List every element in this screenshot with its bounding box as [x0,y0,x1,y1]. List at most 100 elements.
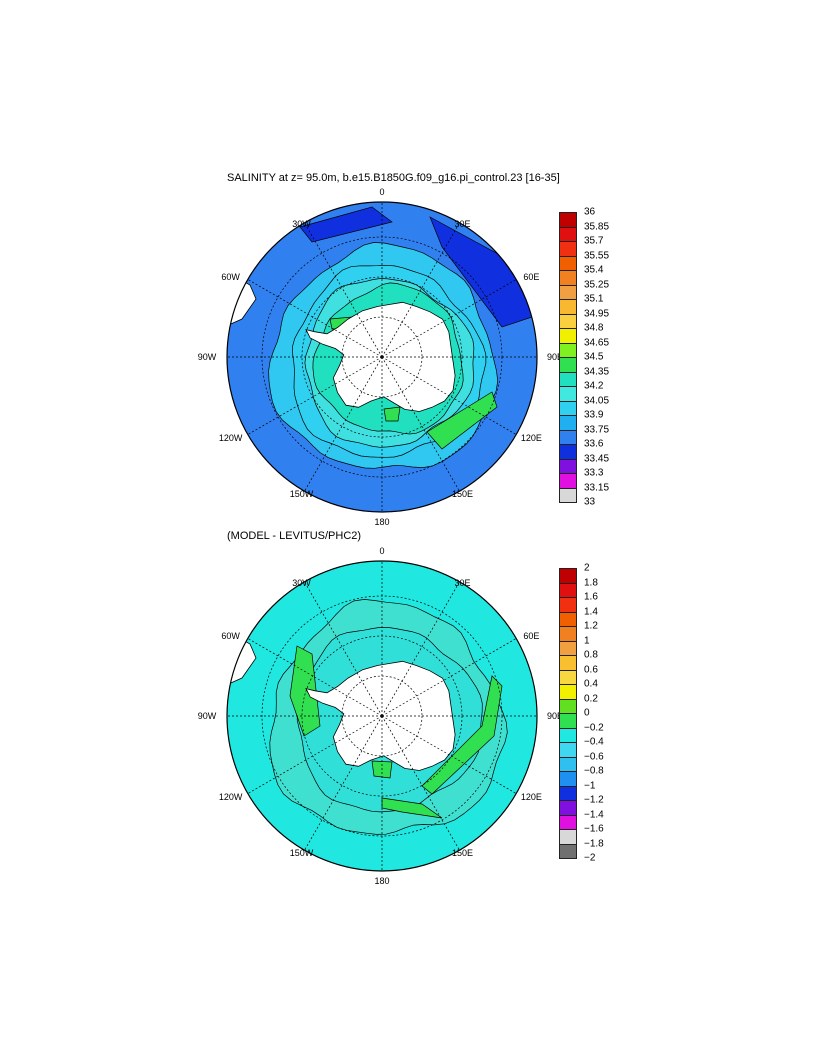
contour-patch [421,675,503,795]
colorbar-swatch [559,742,577,758]
meridian-line [247,715,383,794]
colorbar-swatch [559,684,577,700]
colorbar-label: 35.4 [584,264,604,276]
colorbar-label: 33.9 [584,409,604,421]
longitude-label: 90E [546,711,564,721]
meridian-line [304,222,383,358]
meridian-line [247,638,383,717]
colorbar-swatch [559,626,577,642]
longitude-label: 60W [221,271,240,282]
longitude-label: 90W [197,711,217,721]
colorbar-swatch [559,640,577,656]
meridian-line [381,222,460,358]
colorbar-swatch [559,727,577,743]
colorbar-swatch [559,568,577,584]
colorbar-label: 1.2 [584,620,598,632]
colorbar-label: 1 [584,635,590,646]
meridian-line [381,356,460,492]
longitude-label: 90E [546,352,564,362]
longitude-label: 60W [221,630,240,641]
longitude-label: 120E [520,791,542,802]
meridian-line [304,581,383,717]
meridian-line [304,356,383,492]
colorbar-label: −0.8 [584,765,604,777]
colorbar-label: 34.5 [584,351,604,363]
colorbar-label: −0.4 [584,736,604,748]
longitude-label: 180 [374,517,390,527]
colorbar-label: 33.3 [584,467,604,479]
longitude-label: 0 [379,187,385,197]
meridian-line [247,279,383,358]
longitude-label: 180 [374,876,390,886]
colorbar-label: −0.2 [584,722,604,733]
colorbar-swatch [559,698,577,714]
colorbar-swatch [559,713,577,729]
longitude-label: 90W [197,352,217,362]
colorbar-label: −1 [584,780,596,791]
meridian-line [381,356,517,435]
meridian-line [381,581,460,717]
colorbar-swatch [559,655,577,671]
colorbar-label: 0.4 [584,678,598,690]
colorbar-swatch [559,597,577,613]
map-fill-layer [227,202,537,512]
colorbar-label: 34.65 [584,337,610,348]
longitude-label: 120W [218,432,243,443]
colorbar-label: 33.15 [584,482,610,493]
colorbar-label: 35.25 [584,279,610,290]
contour-patch [299,206,393,243]
meridian-line [381,638,517,717]
longitude-label: 60E [523,630,540,641]
colorbar-swatch [559,800,577,816]
meridian-line [381,279,517,358]
longitude-label: 120E [520,432,542,443]
panel1-title: SALINITY at z= 95.0m, b.e15.B1850G.f09_g… [227,172,560,184]
colorbar-swatch [559,487,577,503]
meridian-line [381,715,460,851]
colorbar-label: 35.55 [584,250,610,261]
longitude-label: 60E [523,271,540,282]
colorbar-swatch [559,814,577,830]
colorbar-label: 0.6 [584,664,598,675]
colorbar-label: 1.8 [584,577,598,588]
colorbar-label: 0.2 [584,693,598,704]
colorbar-label: −1.2 [584,794,604,806]
colorbar-label: −1.8 [584,838,604,849]
colorbar-label: 2 [584,562,590,574]
colorbar-label: 1.6 [584,591,598,603]
contour-patch [426,391,498,450]
colorbar-swatch [559,611,577,627]
colorbar-label: 35.7 [584,235,604,247]
colorbar-label: 0.8 [584,649,598,661]
colorbar-label: 35.85 [584,221,610,232]
colorbar-label: −1.4 [584,809,604,820]
colorbar-swatch [559,669,577,685]
colorbar-swatch [559,785,577,801]
longitude-label: 0 [379,546,385,556]
colorbar-label: 36 [584,206,596,218]
longitude-label: 30E [454,577,471,588]
map-boundary [226,560,538,872]
colorbar-label: 34.8 [584,322,604,334]
colorbar-label: 33.6 [584,438,604,450]
contour-patch [383,406,401,422]
longitude-label: 150E [451,848,474,859]
colorbar-label: 34.95 [584,308,610,319]
colorbar-swatch [559,756,577,772]
colorbar-swatch [559,829,577,845]
meridian-line [381,715,517,794]
colorbar-label: 0 [584,707,590,719]
colorbar-swatch [559,771,577,787]
colorbar-label: 34.35 [584,366,610,377]
contour-patch [381,797,443,819]
longitude-label: 30W [292,577,311,588]
colorbar-label: −2 [584,852,596,864]
longitude-label: 150E [451,489,474,500]
colorbar-swatch [559,843,577,859]
colorbar-label: 34.05 [584,395,610,406]
longitude-label: 30W [292,218,311,229]
colorbar-label: 35.1 [584,293,604,305]
colorbar-label: 1.4 [584,606,598,617]
meridian-line [247,356,383,435]
